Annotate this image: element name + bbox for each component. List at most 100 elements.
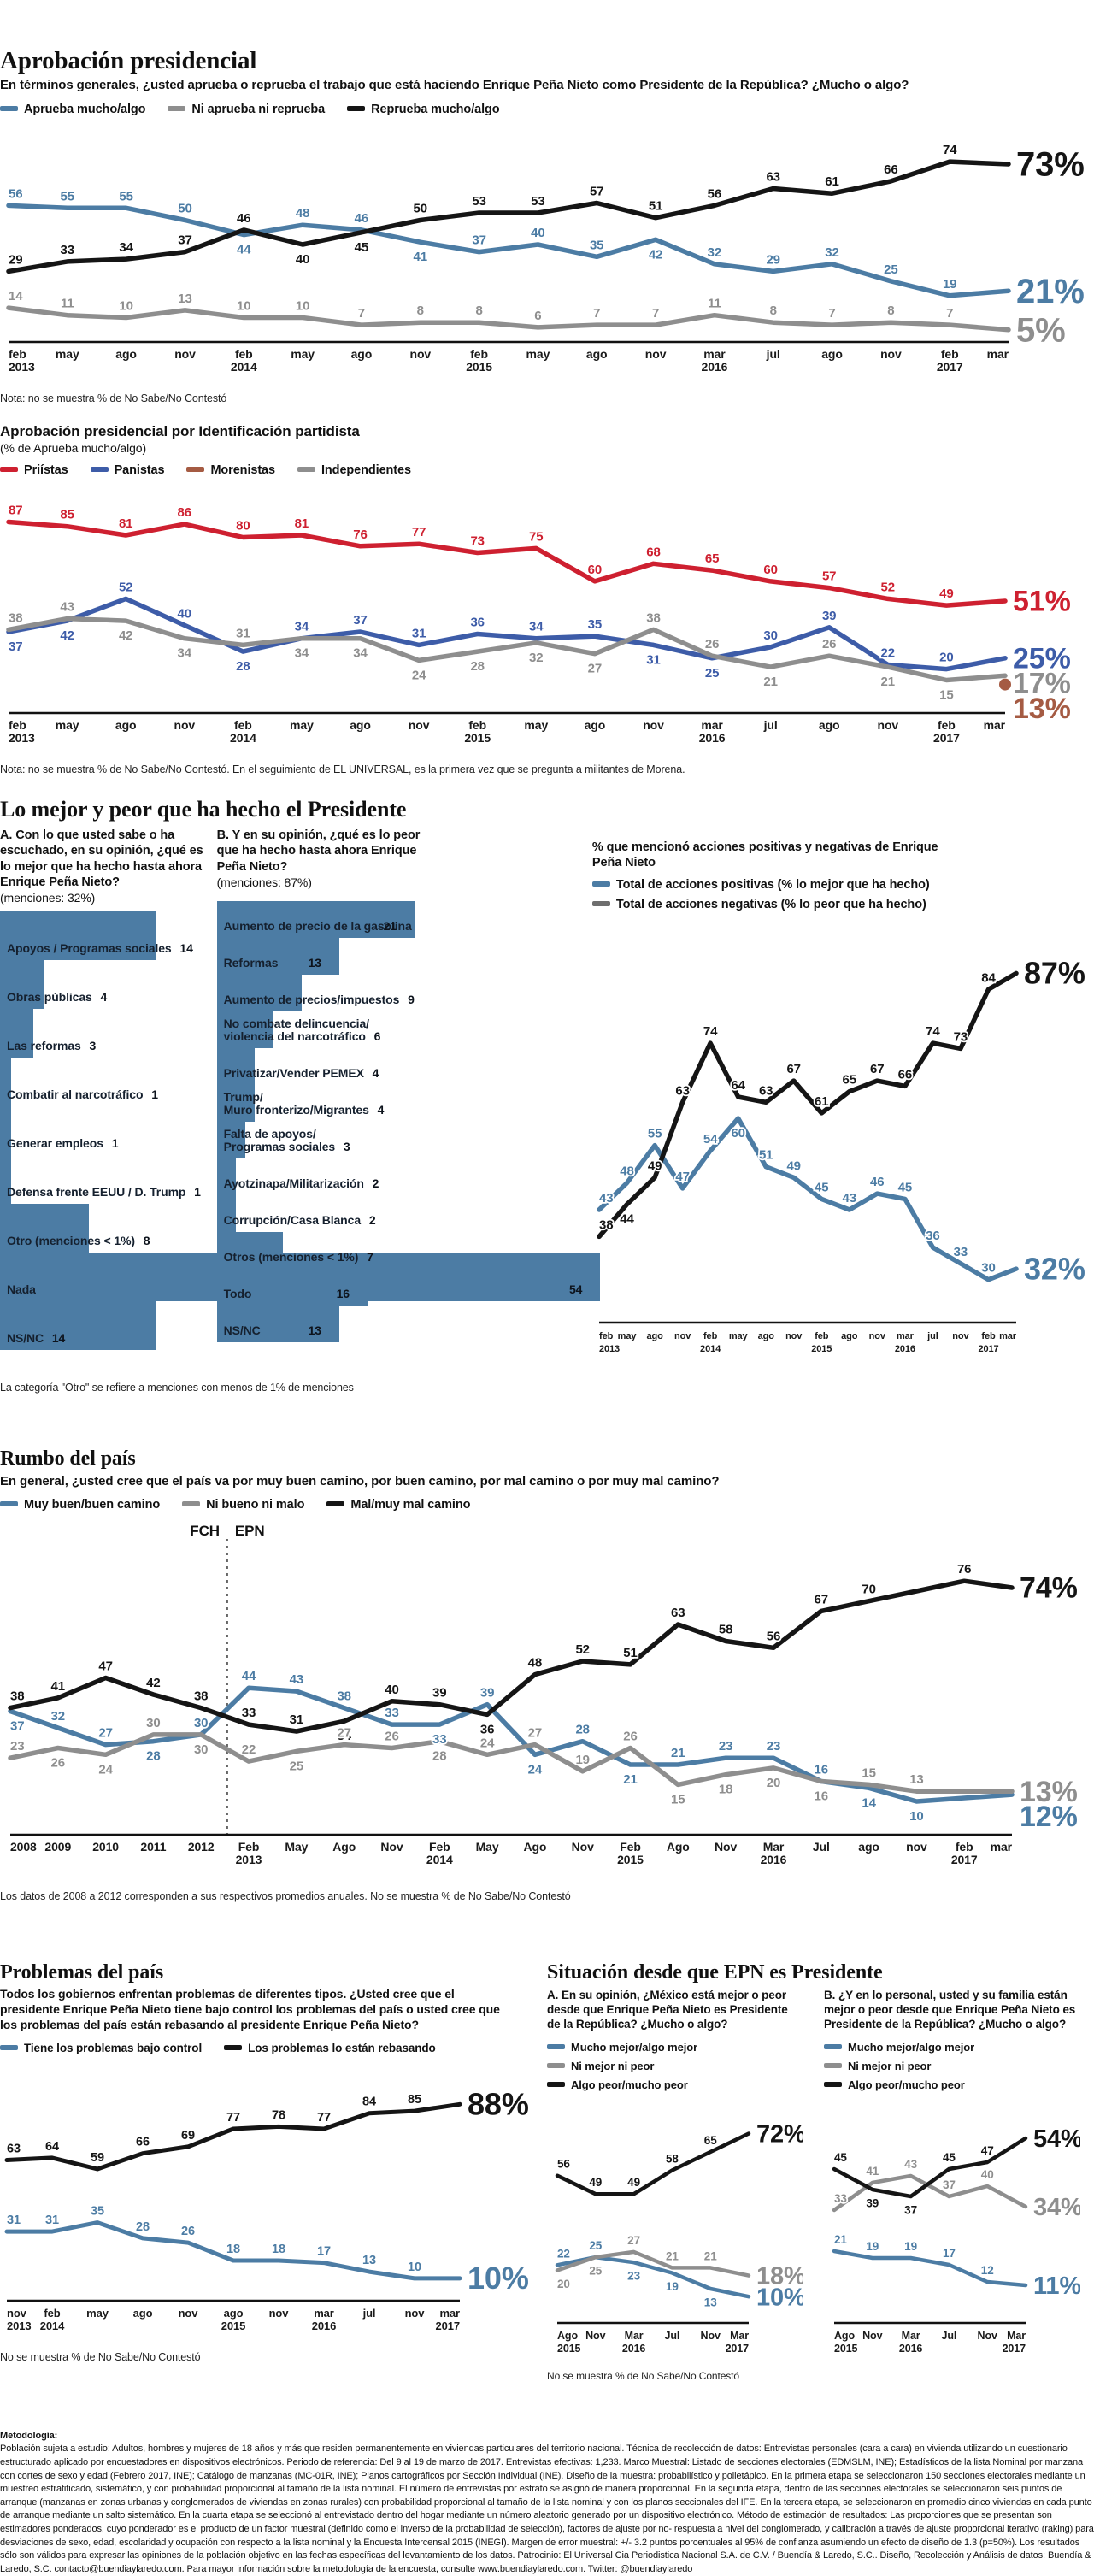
legend-swatch-icon [547, 2044, 565, 2050]
svg-text:67: 67 [815, 1592, 829, 1606]
section-aprobacion-presidencial: Aprobación presidencial En términos gene… [0, 48, 1094, 404]
svg-text:Ago: Ago [834, 2330, 855, 2342]
legend-partidista: Priístas Panistas Morenistas Independientes [0, 463, 1094, 477]
svg-text:7: 7 [652, 306, 659, 321]
svg-text:2012: 2012 [188, 1840, 215, 1854]
svg-text:16: 16 [815, 1789, 829, 1803]
svg-text:ago: ago [585, 718, 606, 732]
chart-acciones: feb 2013 may ago nov feb 2014 may ago nov feb 2015 a… [592, 917, 1094, 1373]
svg-text:51: 51 [759, 1147, 773, 1162]
svg-text:50: 50 [414, 201, 428, 215]
svg-text:39: 39 [480, 1686, 495, 1701]
bar-label: Las reformas 3 [7, 1039, 97, 1053]
section-identificacion-partidista: Aprobación presidencial por Identificaci… [0, 423, 1094, 775]
svg-text:ago: ago [646, 1331, 663, 1341]
svg-text:nov: nov [906, 1840, 927, 1854]
svg-text:feb: feb [941, 347, 959, 361]
svg-text:66: 66 [136, 2136, 150, 2149]
legend-swatch-icon [0, 467, 18, 473]
svg-text:FCH: FCH [190, 1523, 220, 1539]
svg-text:23: 23 [627, 2269, 640, 2282]
svg-text:52: 52 [575, 1642, 590, 1657]
svg-text:76: 76 [957, 1562, 972, 1577]
svg-text:2014: 2014 [230, 731, 256, 745]
svg-text:2013: 2013 [236, 1853, 262, 1866]
svg-text:23: 23 [767, 1739, 781, 1754]
svg-text:21: 21 [666, 2249, 679, 2262]
svg-text:45: 45 [815, 1180, 829, 1194]
bar-label: Falta de apoyos/Programas sociales 3 [223, 1126, 350, 1154]
question-aprobacion: En términos generales, ¿usted aprueba o … [0, 78, 909, 93]
svg-text:74%: 74% [1020, 1572, 1078, 1605]
legend-swatch-icon [824, 2044, 842, 2050]
svg-text:13: 13 [909, 1772, 924, 1787]
svg-text:33: 33 [242, 1706, 256, 1720]
svg-text:mar: mar [439, 2307, 460, 2320]
svg-text:76: 76 [353, 528, 368, 542]
legend-item: Mucho mejor/algo mejor [824, 2041, 1094, 2054]
svg-text:may: may [526, 347, 550, 361]
legend-item: Mucho mejor/algo mejor [547, 2041, 817, 2054]
svg-text:46: 46 [237, 211, 251, 226]
legend-item: Aprueba mucho/algo [0, 103, 146, 116]
svg-text:27: 27 [98, 1726, 113, 1741]
svg-text:32: 32 [529, 651, 544, 665]
svg-text:49: 49 [589, 2176, 602, 2189]
svg-text:84: 84 [362, 2096, 376, 2109]
svg-text:22: 22 [557, 2247, 570, 2260]
legend-problemas: Tiene los problemas bajo control Los prob… [0, 2042, 547, 2054]
svg-text:34%: 34% [1033, 2194, 1080, 2221]
svg-text:75: 75 [529, 529, 544, 544]
legend-aprobacion: Aprueba mucho/algo Ni aprueba ni reprueba… [0, 103, 1094, 116]
svg-text:2014: 2014 [426, 1853, 453, 1866]
svg-text:63: 63 [759, 1083, 773, 1098]
bar [0, 959, 44, 1009]
subtitle-partidista: (% de Aprueba mucho/algo) [0, 441, 147, 456]
svg-text:13: 13 [362, 2254, 376, 2267]
svg-text:37: 37 [353, 613, 368, 628]
svg-text:13%: 13% [1013, 693, 1071, 725]
svg-text:63: 63 [766, 169, 780, 184]
svg-text:Ago: Ago [667, 1840, 690, 1854]
svg-text:2010: 2010 [92, 1840, 119, 1854]
bar-label: Privatizar/Vender PEMEX 4 [223, 1066, 379, 1081]
svg-text:ago: ago [841, 1331, 858, 1341]
svg-text:10: 10 [296, 298, 310, 313]
svg-text:73: 73 [470, 534, 485, 549]
svg-text:57: 57 [822, 569, 837, 584]
svg-text:8: 8 [475, 304, 482, 318]
svg-text:66: 66 [884, 162, 898, 177]
svg-text:nov: nov [643, 718, 664, 732]
menciones-lo-mejor: (menciones: 32%) [0, 890, 96, 905]
svg-text:41: 41 [51, 1679, 66, 1694]
bar-row: Otros (menciones < 1%) 7 [216, 1231, 592, 1269]
svg-text:33: 33 [61, 243, 75, 257]
section-title-rumbo: Rumbo del país [0, 1447, 136, 1470]
svg-text:55: 55 [648, 1126, 662, 1141]
svg-text:53: 53 [472, 194, 486, 209]
bar-row: Generar empleos 1 [0, 1105, 215, 1155]
svg-text:36: 36 [926, 1229, 940, 1243]
bar-row: Defensa frente EEUU / D. Trump 1 [0, 1154, 215, 1204]
legend-swatch-icon [168, 105, 186, 111]
svg-text:30: 30 [146, 1716, 161, 1730]
svg-text:2015: 2015 [617, 1853, 644, 1866]
svg-text:49: 49 [786, 1158, 801, 1173]
svg-text:49: 49 [648, 1158, 662, 1173]
svg-text:48: 48 [296, 206, 310, 221]
svg-text:33: 33 [385, 1706, 399, 1720]
section-metodologia: Metodología: Población sujeta a estudio:… [0, 2430, 1094, 2576]
legend-item: Ni aprueba ni reprueba [168, 103, 325, 116]
svg-text:Jul: Jul [942, 2330, 957, 2342]
svg-text:45: 45 [834, 2151, 847, 2164]
svg-text:37: 37 [943, 2178, 956, 2191]
svg-text:26: 26 [181, 2225, 195, 2238]
column-lo-peor: B. Y en su opinión, ¿qué es lo peor que … [215, 828, 592, 1342]
svg-text:may: may [524, 718, 548, 732]
svg-text:nov: nov [878, 718, 899, 732]
svg-text:32%: 32% [1024, 1251, 1085, 1286]
bar-label: NS/NC 13 [223, 1323, 321, 1338]
svg-text:21%: 21% [1016, 272, 1085, 309]
svg-text:feb: feb [234, 718, 252, 732]
